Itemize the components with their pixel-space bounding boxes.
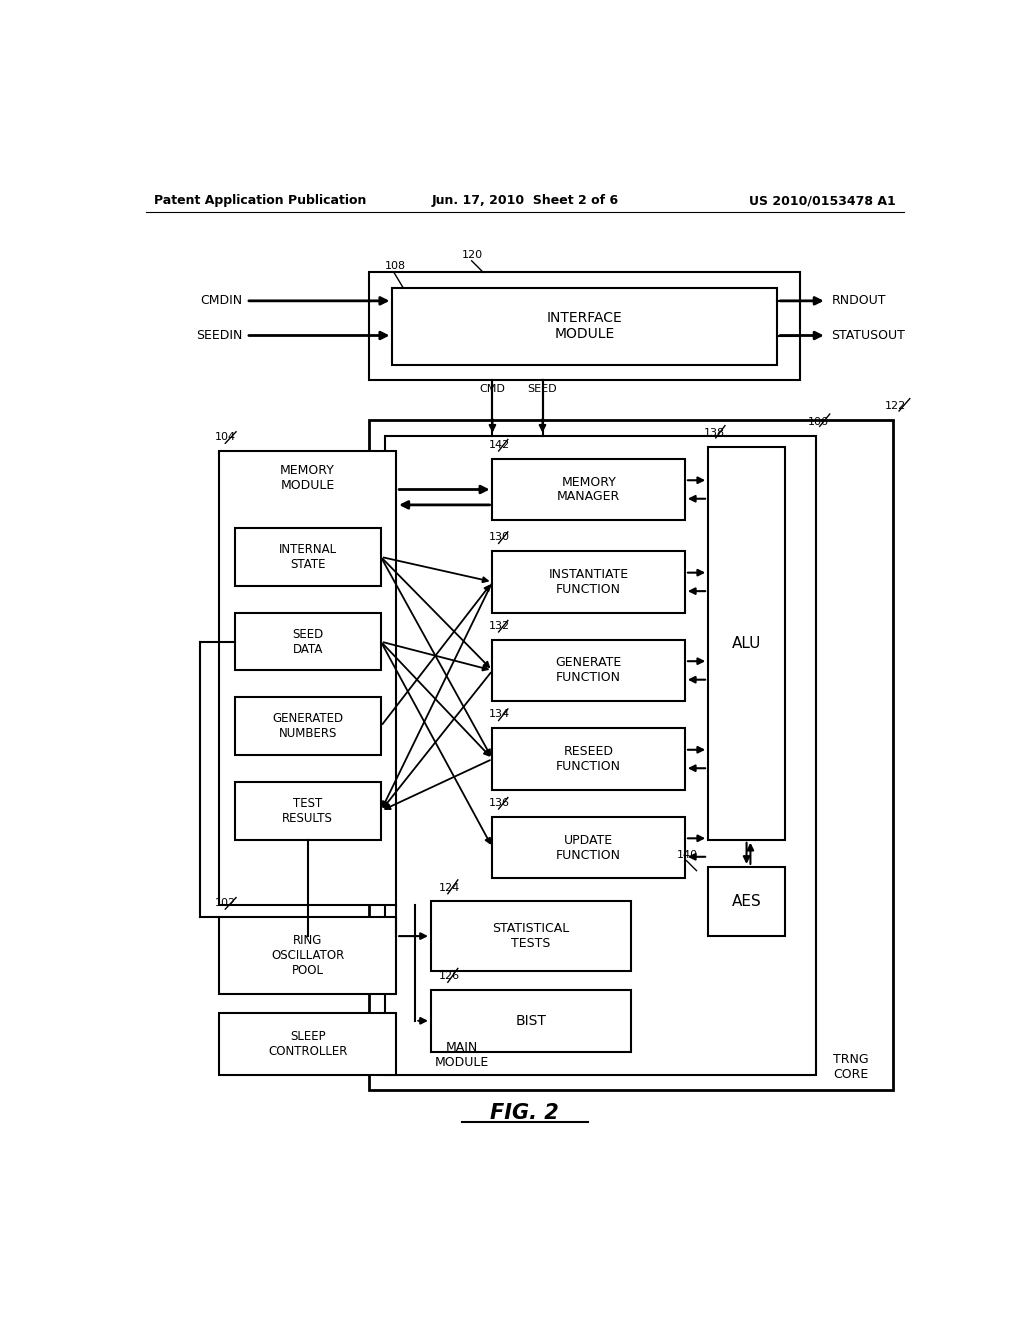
Bar <box>385 436 816 1074</box>
Text: AES: AES <box>732 894 762 909</box>
Text: UPDATE
FUNCTION: UPDATE FUNCTION <box>556 833 622 862</box>
Text: RESEED
FUNCTION: RESEED FUNCTION <box>556 744 622 774</box>
Text: STATISTICAL
TESTS: STATISTICAL TESTS <box>493 923 569 950</box>
Text: FIG. 2: FIG. 2 <box>490 1104 559 1123</box>
Bar <box>392 288 777 364</box>
Bar <box>431 902 631 970</box>
Text: CMD: CMD <box>479 384 506 395</box>
Bar <box>493 817 685 878</box>
Text: US 2010/0153478 A1: US 2010/0153478 A1 <box>750 194 896 207</box>
Text: SLEEP
CONTROLLER: SLEEP CONTROLLER <box>268 1030 347 1057</box>
Bar <box>431 990 631 1052</box>
Bar <box>234 612 381 671</box>
Text: RNDOUT: RNDOUT <box>831 294 886 308</box>
Bar <box>708 867 785 936</box>
Text: SEED: SEED <box>527 384 557 395</box>
Text: 122: 122 <box>885 401 906 412</box>
Text: MEMORY
MODULE: MEMORY MODULE <box>281 463 335 492</box>
Text: 106: 106 <box>808 417 829 426</box>
Text: Jun. 17, 2010  Sheet 2 of 6: Jun. 17, 2010 Sheet 2 of 6 <box>431 194 618 207</box>
Text: RING
OSCILLATOR
POOL: RING OSCILLATOR POOL <box>271 933 344 977</box>
Text: SEEDIN: SEEDIN <box>196 329 243 342</box>
Text: 136: 136 <box>488 797 510 808</box>
Text: INTERNAL
STATE: INTERNAL STATE <box>279 543 337 570</box>
Text: 120: 120 <box>462 249 482 260</box>
Bar <box>370 420 893 1090</box>
Text: STATUSOUT: STATUSOUT <box>831 329 905 342</box>
Text: 132: 132 <box>488 620 510 631</box>
Text: 102: 102 <box>215 898 237 908</box>
Bar <box>493 459 685 520</box>
Text: 104: 104 <box>215 432 237 442</box>
Bar <box>370 272 801 380</box>
Text: 138: 138 <box>705 428 725 438</box>
Text: 142: 142 <box>488 440 510 450</box>
Text: GENERATED
NUMBERS: GENERATED NUMBERS <box>272 713 343 741</box>
Text: 126: 126 <box>438 972 460 981</box>
Bar <box>234 528 381 586</box>
Bar <box>708 447 785 840</box>
Bar <box>219 917 396 994</box>
Bar <box>234 781 381 840</box>
Text: 134: 134 <box>488 709 510 719</box>
Text: TRNG
CORE: TRNG CORE <box>833 1053 868 1081</box>
Text: MAIN
MODULE: MAIN MODULE <box>434 1041 488 1069</box>
Bar <box>493 729 685 789</box>
Bar <box>493 640 685 701</box>
Text: 108: 108 <box>385 261 406 271</box>
Text: INSTANTIATE
FUNCTION: INSTANTIATE FUNCTION <box>549 568 629 595</box>
Bar <box>234 697 381 755</box>
Text: GENERATE
FUNCTION: GENERATE FUNCTION <box>556 656 622 685</box>
Text: CMDIN: CMDIN <box>200 294 243 308</box>
Text: SEED
DATA: SEED DATA <box>292 627 324 656</box>
Bar <box>219 451 396 906</box>
Text: BIST: BIST <box>515 1014 547 1028</box>
Text: 130: 130 <box>488 532 510 543</box>
Text: Patent Application Publication: Patent Application Publication <box>154 194 366 207</box>
Text: MEMORY
MANAGER: MEMORY MANAGER <box>557 475 621 503</box>
Bar <box>219 1014 396 1074</box>
Text: 124: 124 <box>438 883 460 892</box>
Bar <box>493 552 685 612</box>
Text: ALU: ALU <box>732 636 761 651</box>
Text: 140: 140 <box>677 850 698 861</box>
Text: TEST
RESULTS: TEST RESULTS <box>283 797 333 825</box>
Text: INTERFACE
MODULE: INTERFACE MODULE <box>547 312 623 342</box>
